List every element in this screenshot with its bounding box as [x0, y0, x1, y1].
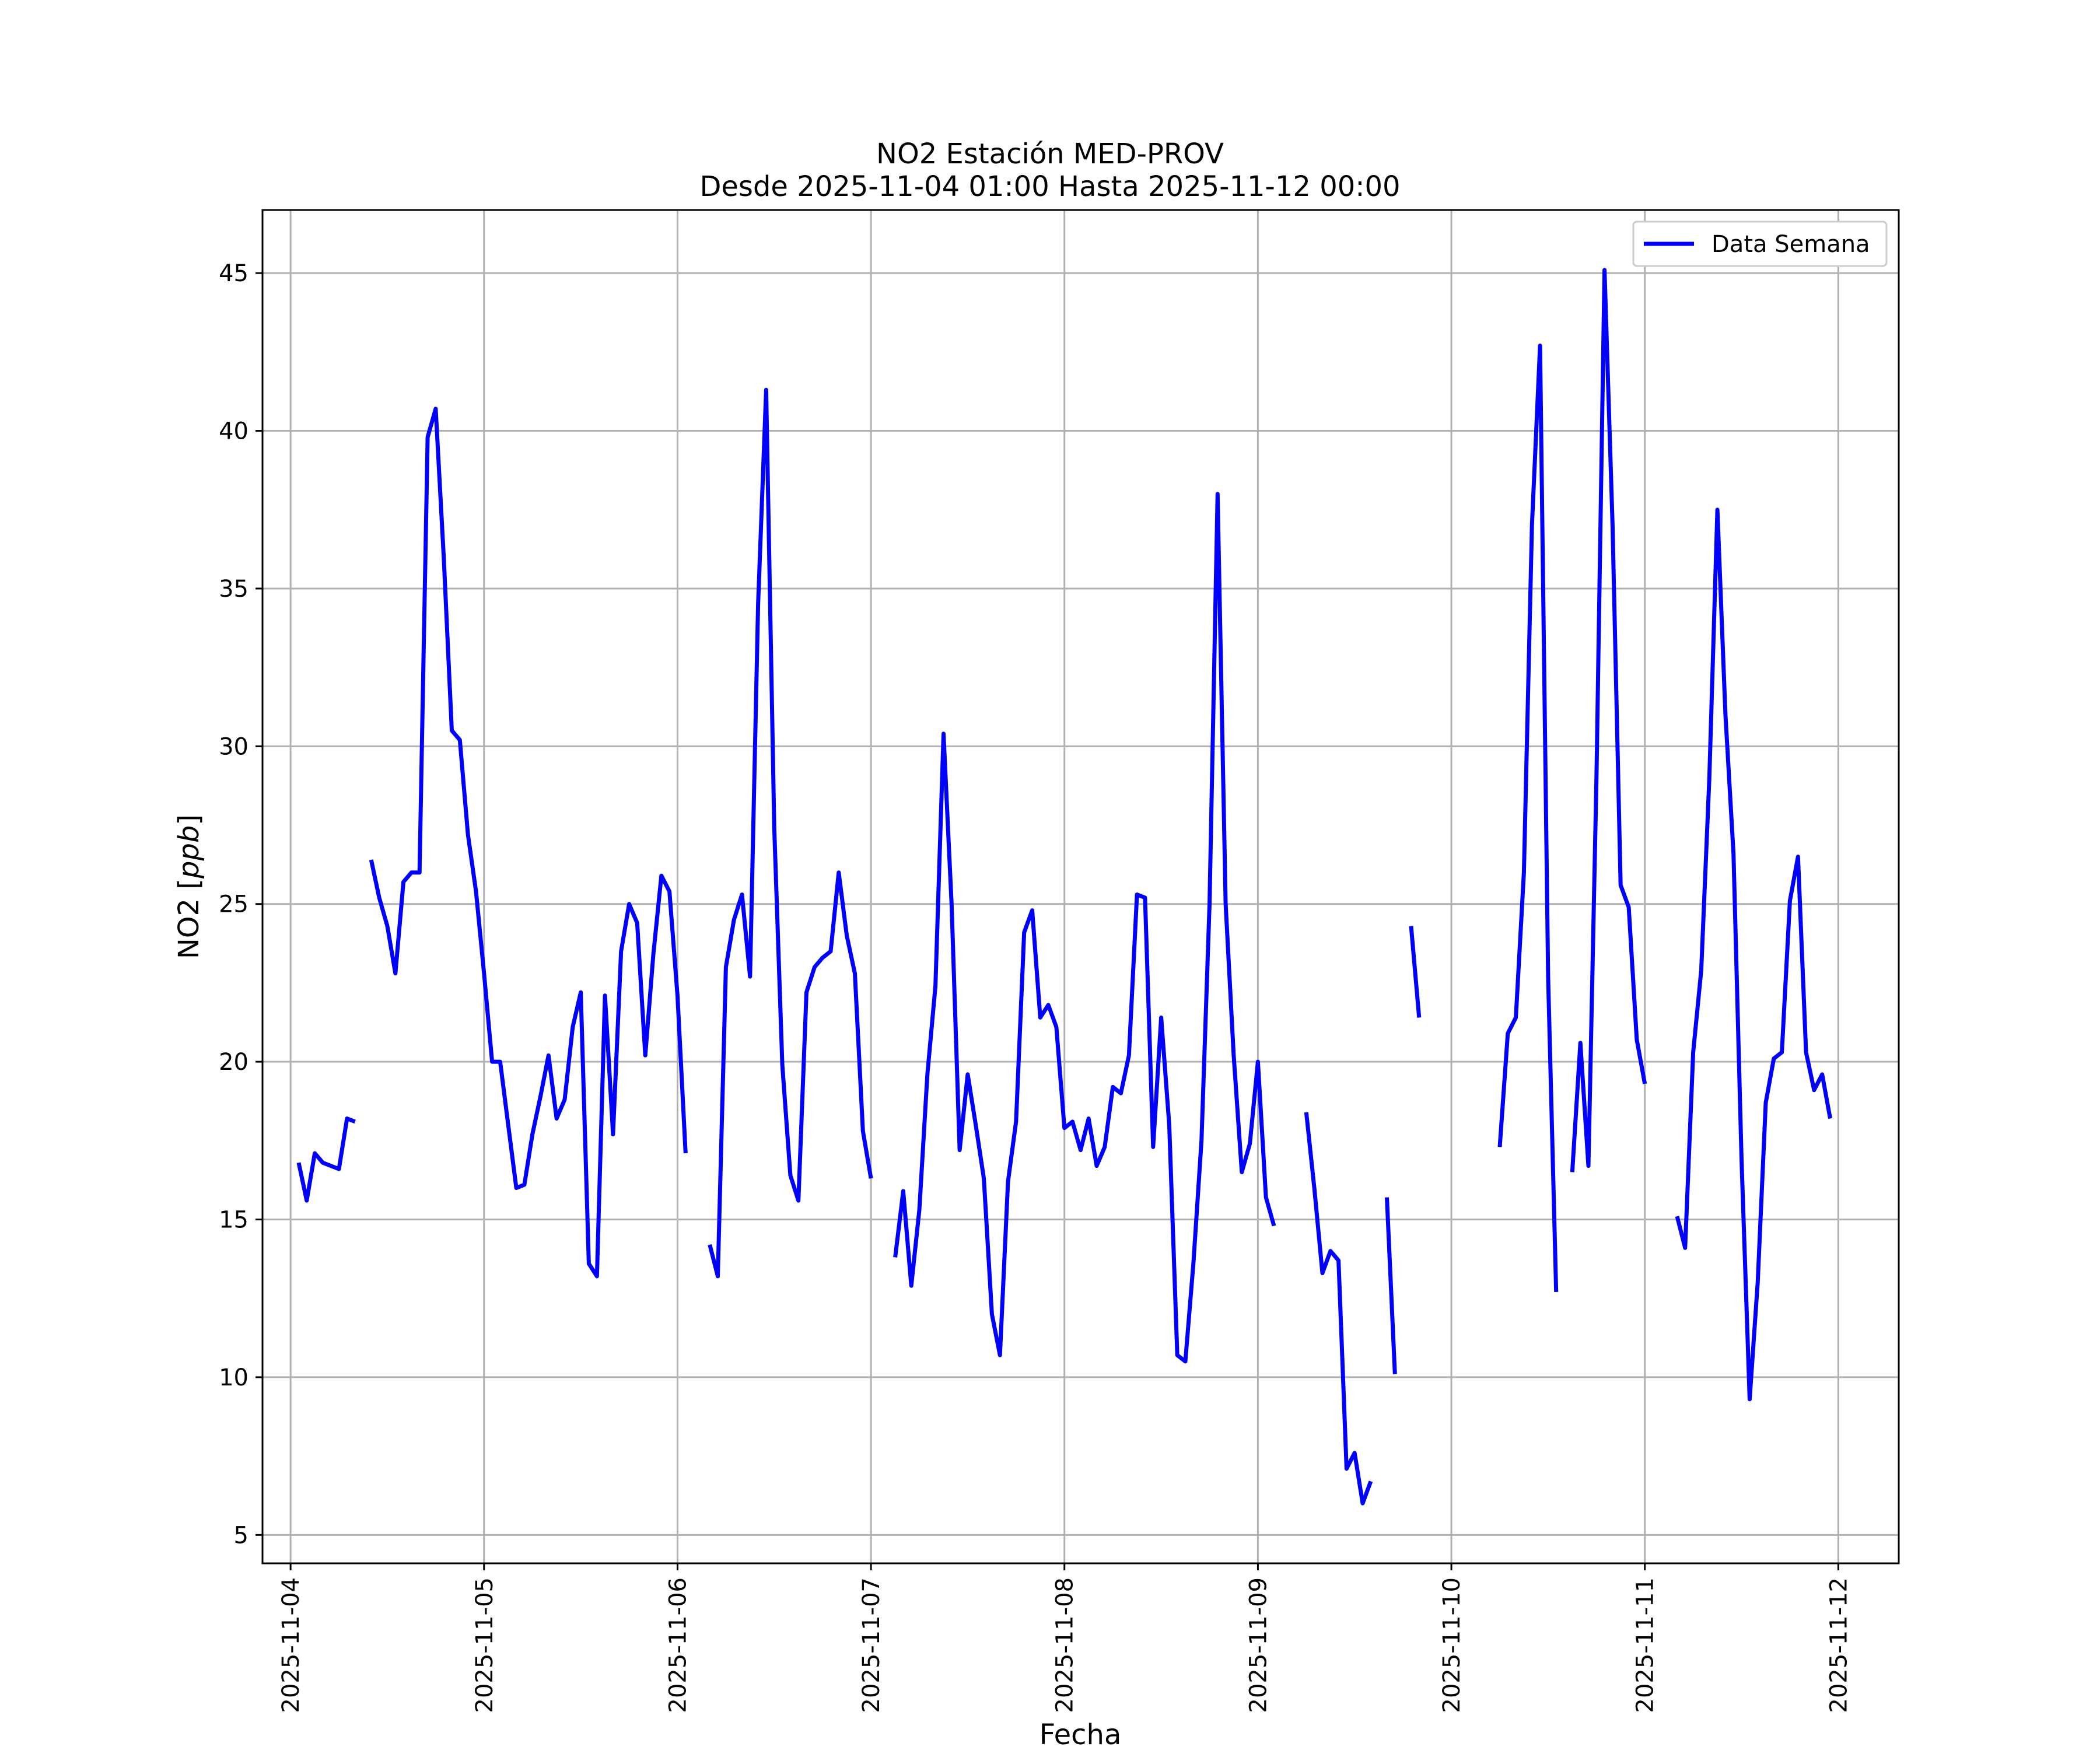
y-tick-label: 25: [219, 891, 249, 918]
series-line-segment: [893, 492, 1276, 1364]
x-axis-title: Fecha: [1040, 1718, 1122, 1750]
series-line-segment: [1570, 268, 1647, 1172]
x-tick-label: 2025-11-04: [278, 1577, 304, 1713]
x-tick-label: 2025-11-12: [1825, 1577, 1852, 1713]
x-tick-label: 2025-11-09: [1245, 1577, 1272, 1713]
x-tick-label: 2025-11-07: [858, 1577, 885, 1713]
y-tick-label: 5: [234, 1522, 249, 1549]
y-tick-label: 45: [219, 260, 249, 287]
grid: [262, 210, 1899, 1563]
x-tick-label: 2025-11-08: [1052, 1577, 1079, 1713]
series-line-segment: [1304, 1112, 1373, 1506]
y-tick-label: 15: [219, 1207, 249, 1234]
y-axis: 5 10 15 20 25 30 35 40 45: [219, 260, 262, 1549]
series-line-segment: [296, 1116, 356, 1203]
chart-subtitle: Desde 2025-11-04 01:00 Hasta 2025-11-12 …: [699, 170, 1400, 203]
x-tick-label: 2025-11-11: [1632, 1577, 1659, 1713]
legend: Data Semana: [1632, 220, 1888, 267]
x-tick-label: 2025-11-06: [664, 1577, 691, 1713]
series-line-segment: [1385, 1197, 1397, 1374]
legend-box: [1632, 220, 1888, 267]
y-tick-label: 20: [219, 1049, 249, 1076]
plot-area: [296, 268, 1832, 1506]
chart-title: NO2 Estación MED-PROV: [876, 138, 1224, 170]
axes-frame: [261, 209, 1900, 1564]
y-tick-label: 40: [219, 418, 249, 445]
series-line-segment: [708, 387, 873, 1279]
legend-label: Data Semana: [1712, 231, 1870, 258]
series-line-segment: [1497, 344, 1559, 1292]
series-line-segment: [1675, 508, 1832, 1402]
y-tick-label: 30: [219, 733, 249, 760]
y-tick-label: 10: [219, 1364, 249, 1391]
y-axis-title-unit: ppb: [173, 825, 205, 879]
y-axis-title-main: NO2 [: [173, 878, 205, 959]
series-line-segment: [369, 407, 688, 1279]
x-tick-label: 2025-11-10: [1438, 1577, 1465, 1713]
y-axis-title-close: ]: [173, 814, 205, 825]
series-line-segment: [1409, 926, 1422, 1018]
y-axis-title: NO2 [ppb]: [173, 814, 205, 959]
x-axis: 2025-11-04 2025-11-05 2025-11-06 2025-11-07…: [278, 1563, 1852, 1713]
x-tick-label: 2025-11-05: [471, 1577, 498, 1713]
y-tick-label: 35: [219, 576, 249, 603]
